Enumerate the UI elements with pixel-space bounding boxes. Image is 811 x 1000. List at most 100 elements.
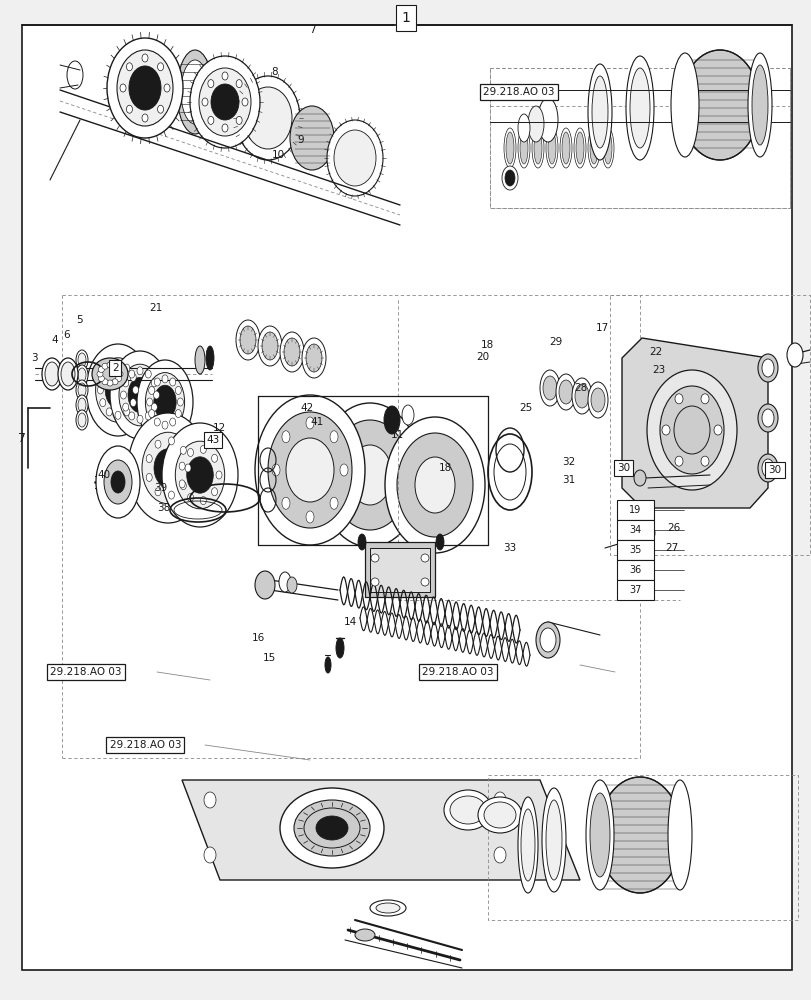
Ellipse shape [262, 332, 277, 360]
Ellipse shape [119, 364, 161, 426]
Ellipse shape [128, 377, 152, 413]
Text: 29.218.AO 03: 29.218.AO 03 [50, 667, 122, 677]
Ellipse shape [98, 375, 104, 381]
Ellipse shape [78, 383, 86, 397]
Ellipse shape [96, 446, 139, 518]
Ellipse shape [151, 403, 157, 411]
Ellipse shape [112, 379, 118, 385]
Ellipse shape [105, 372, 131, 408]
Ellipse shape [354, 929, 375, 941]
Ellipse shape [661, 425, 669, 435]
Ellipse shape [504, 170, 514, 186]
Ellipse shape [625, 56, 653, 160]
Ellipse shape [571, 378, 591, 414]
Ellipse shape [190, 56, 260, 148]
Ellipse shape [76, 365, 88, 385]
Ellipse shape [78, 398, 86, 412]
Ellipse shape [45, 362, 59, 386]
Ellipse shape [177, 50, 212, 134]
Ellipse shape [175, 410, 181, 418]
Ellipse shape [111, 471, 125, 493]
Text: 7: 7 [18, 432, 26, 444]
Ellipse shape [216, 471, 221, 479]
Ellipse shape [180, 446, 186, 454]
Ellipse shape [212, 454, 217, 462]
Ellipse shape [751, 65, 767, 145]
Ellipse shape [268, 412, 351, 528]
Ellipse shape [306, 417, 314, 429]
Ellipse shape [236, 320, 260, 360]
Ellipse shape [96, 358, 140, 422]
Ellipse shape [279, 572, 290, 592]
Ellipse shape [147, 398, 152, 406]
Ellipse shape [164, 84, 169, 92]
Ellipse shape [539, 628, 556, 652]
Text: 14: 14 [344, 617, 357, 627]
Ellipse shape [587, 128, 599, 168]
Ellipse shape [302, 338, 325, 378]
Ellipse shape [187, 494, 193, 502]
Ellipse shape [541, 788, 565, 892]
Ellipse shape [667, 780, 691, 890]
Ellipse shape [128, 413, 208, 523]
Ellipse shape [281, 497, 290, 509]
Ellipse shape [212, 488, 217, 496]
Text: 29.218.AO 03: 29.218.AO 03 [422, 667, 493, 677]
Ellipse shape [747, 53, 771, 157]
Ellipse shape [157, 105, 163, 113]
Ellipse shape [286, 577, 297, 593]
Ellipse shape [208, 80, 213, 88]
Ellipse shape [199, 68, 251, 136]
Ellipse shape [127, 63, 132, 71]
Ellipse shape [575, 132, 583, 164]
Text: 20: 20 [475, 352, 488, 362]
Ellipse shape [336, 638, 344, 658]
Ellipse shape [153, 391, 159, 399]
Ellipse shape [58, 358, 78, 390]
Ellipse shape [306, 344, 322, 372]
Text: 40: 40 [97, 470, 110, 480]
Ellipse shape [129, 370, 135, 378]
Ellipse shape [195, 346, 204, 374]
Ellipse shape [414, 457, 454, 513]
Ellipse shape [673, 406, 709, 454]
Ellipse shape [243, 87, 292, 149]
Ellipse shape [187, 457, 213, 493]
Text: 43: 43 [206, 435, 219, 445]
Ellipse shape [148, 386, 154, 394]
Ellipse shape [761, 409, 773, 427]
Ellipse shape [303, 808, 359, 848]
Ellipse shape [122, 403, 129, 411]
Ellipse shape [644, 525, 654, 541]
Text: 34: 34 [629, 525, 641, 535]
Text: 18: 18 [480, 340, 493, 350]
Ellipse shape [280, 332, 303, 372]
Ellipse shape [659, 386, 723, 474]
Ellipse shape [145, 373, 184, 431]
Text: 29: 29 [549, 337, 562, 347]
Ellipse shape [146, 473, 152, 481]
Bar [616, 500, 653, 520]
Ellipse shape [78, 353, 86, 367]
Ellipse shape [318, 403, 422, 547]
Ellipse shape [674, 456, 682, 466]
Ellipse shape [137, 367, 143, 375]
Text: 25: 25 [519, 403, 532, 413]
Text: 1: 1 [401, 11, 410, 25]
Ellipse shape [333, 130, 375, 186]
Ellipse shape [132, 386, 139, 394]
Ellipse shape [117, 50, 173, 126]
Ellipse shape [202, 98, 208, 106]
Ellipse shape [97, 386, 103, 394]
Text: 21: 21 [149, 303, 162, 313]
Ellipse shape [535, 622, 560, 658]
Ellipse shape [157, 63, 163, 71]
Ellipse shape [102, 363, 108, 369]
Ellipse shape [420, 554, 428, 562]
Ellipse shape [504, 128, 515, 168]
Ellipse shape [603, 132, 611, 164]
Ellipse shape [130, 399, 136, 407]
Text: 31: 31 [561, 475, 574, 485]
Bar [616, 560, 653, 580]
Ellipse shape [505, 132, 513, 164]
